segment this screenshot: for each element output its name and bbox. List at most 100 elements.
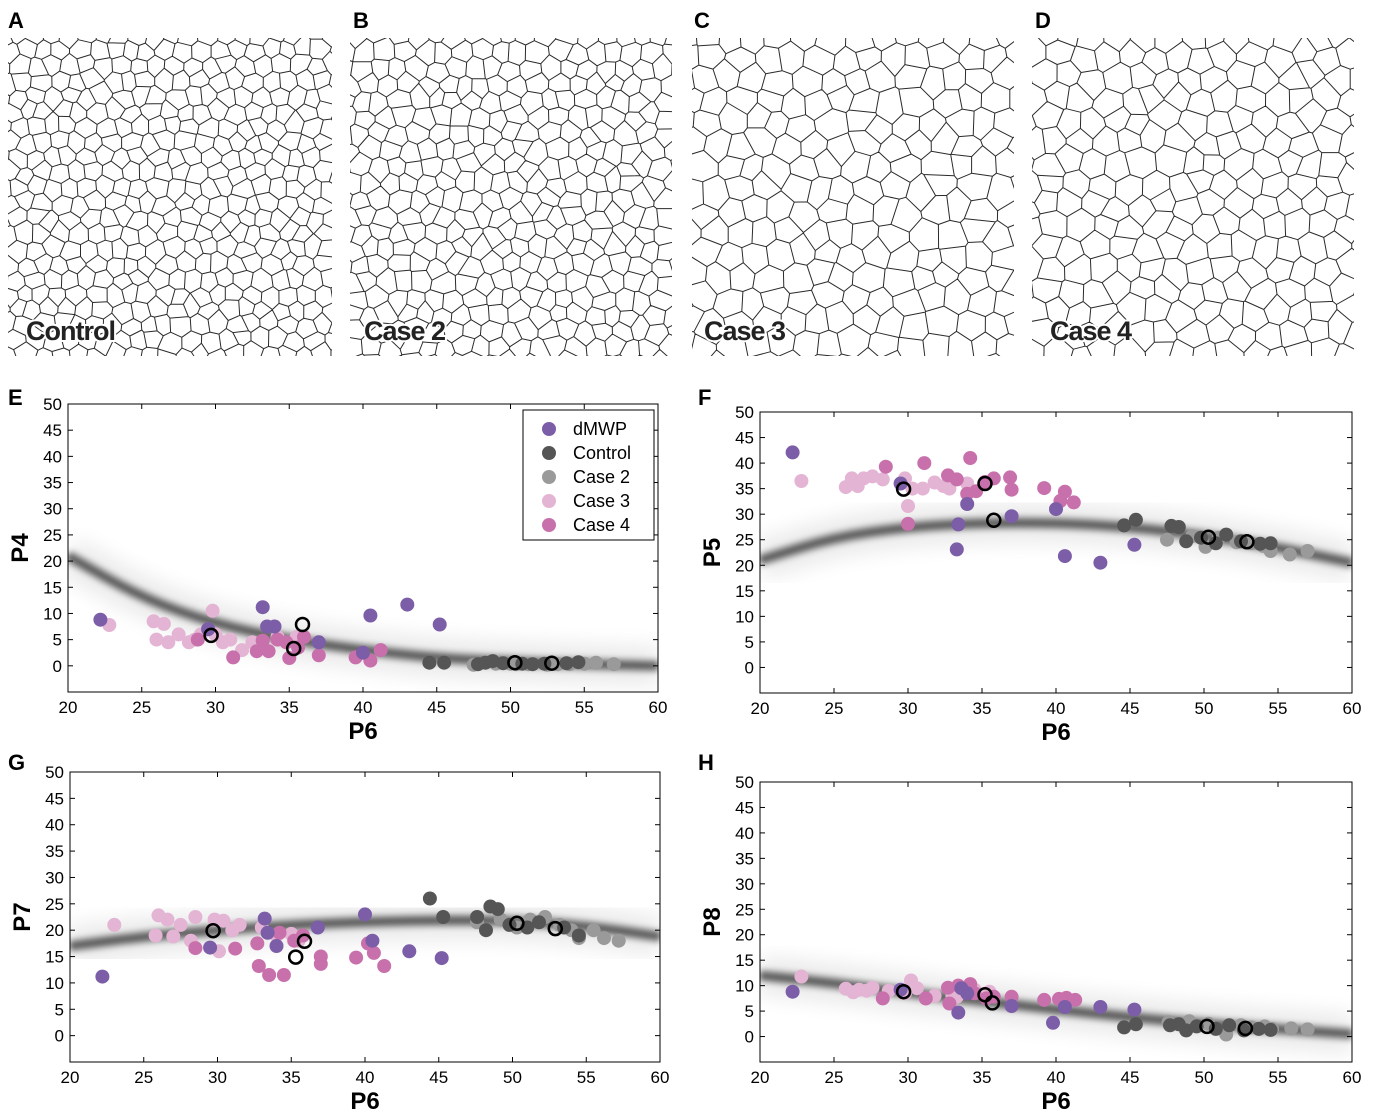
point-control [479, 923, 493, 938]
point-case-3 [171, 627, 186, 642]
point-highlight [1237, 1020, 1254, 1037]
tissue-mosaic [350, 38, 672, 356]
point-dmwp [400, 597, 415, 612]
y-tick-label: 25 [43, 526, 62, 545]
data-points [93, 597, 621, 672]
point-case-3 [216, 913, 231, 928]
data-points [785, 969, 1315, 1042]
point-case-3 [205, 603, 220, 618]
x-tick-label: 35 [973, 1068, 992, 1087]
point-case-3 [865, 980, 880, 995]
point-highlight [205, 922, 221, 939]
y-tick-label: 20 [43, 552, 62, 571]
point-case-2 [1284, 1021, 1299, 1036]
point-dmwp [1046, 1015, 1060, 1030]
point-dmwp [1049, 502, 1063, 517]
point-case-4 [188, 941, 203, 956]
point-case-4 [276, 968, 291, 982]
point-case-2 [597, 931, 611, 946]
point-case-3 [166, 929, 181, 944]
tissue-label-case-2: Case 2 [364, 316, 445, 346]
point-highlight [895, 481, 912, 497]
point-dmwp [951, 517, 966, 532]
point-case-3 [915, 481, 930, 496]
y-tick-label: 25 [735, 900, 754, 919]
x-axis-label: P6 [348, 718, 377, 745]
x-axis-label: P6 [1041, 719, 1070, 746]
point-dmwp [402, 944, 417, 959]
x-tick-label: 55 [577, 1068, 596, 1087]
point-dmwp [310, 920, 325, 935]
point-case-4 [963, 451, 978, 465]
point-control [437, 655, 452, 670]
point-case-2 [1300, 1022, 1315, 1037]
tissue-mosaic [8, 38, 332, 356]
legend-marker [542, 494, 556, 508]
point-case-4 [1037, 992, 1052, 1007]
point-dmwp [255, 600, 270, 615]
panel-letter-d: D [1035, 8, 1051, 33]
point-dmwp [365, 933, 380, 948]
point-control [1251, 1021, 1266, 1036]
x-tick-label: 40 [1047, 1068, 1066, 1087]
tissue-mosaic [692, 38, 1014, 356]
point-dmwp [1127, 1002, 1142, 1017]
y-tick-label: 0 [745, 658, 754, 677]
y-tick-label: 15 [43, 578, 62, 597]
point-dmwp [267, 619, 282, 634]
x-tick-label: 30 [208, 1068, 227, 1087]
point-dmwp [95, 969, 110, 984]
x-tick-label: 50 [501, 698, 520, 717]
point-control [559, 656, 574, 671]
point-case-4 [255, 633, 270, 648]
point-case-2 [606, 657, 621, 672]
point-case-4 [349, 950, 364, 965]
x-tick-label: 60 [1343, 1068, 1362, 1087]
point-highlight [1239, 534, 1255, 550]
point-control [1128, 1017, 1143, 1032]
y-tick-label: 10 [735, 977, 754, 996]
x-tick-label: 60 [1343, 699, 1362, 718]
point-case-4 [226, 650, 241, 665]
point-control [422, 891, 437, 906]
point-control [1208, 536, 1223, 551]
point-case-3 [107, 917, 122, 932]
point-case-3 [875, 472, 890, 487]
y-tick-label: 50 [735, 773, 754, 792]
point-dmwp [960, 497, 975, 511]
y-tick-label: 20 [735, 926, 754, 945]
point-dmwp [434, 951, 449, 966]
x-tick-label: 55 [1269, 1068, 1288, 1087]
point-case-4 [366, 945, 381, 960]
y-axis-label: P5 [699, 538, 726, 567]
x-tick-label: 35 [282, 1068, 301, 1087]
data-points [95, 891, 626, 984]
y-tick-label: 10 [735, 607, 754, 626]
panel-letter-a: A [8, 8, 24, 33]
point-control [436, 910, 451, 924]
x-tick-label: 25 [825, 699, 844, 718]
point-case-4 [1004, 482, 1019, 497]
y-tick-label: 40 [45, 816, 64, 835]
y-tick-label: 10 [43, 604, 62, 623]
y-tick-label: 20 [735, 556, 754, 575]
point-case-4 [313, 956, 328, 971]
point-control [470, 910, 485, 924]
y-tick-label: 35 [735, 480, 754, 499]
x-tick-label: 20 [751, 1068, 770, 1087]
point-control [1171, 520, 1186, 534]
y-tick-label: 35 [43, 474, 62, 493]
point-dmwp [951, 1005, 966, 1020]
point-highlight [984, 995, 1001, 1011]
point-case-3 [223, 632, 238, 647]
tissue-panel-a: A Control [8, 8, 332, 356]
point-control [1263, 536, 1278, 551]
y-tick-label: 0 [53, 657, 62, 676]
y-tick-label: 40 [43, 447, 62, 466]
point-case-2 [586, 923, 601, 938]
point-case-3 [148, 928, 163, 943]
y-tick-label: 10 [45, 974, 64, 993]
panel-letter-g: G [8, 750, 25, 775]
point-control [496, 656, 511, 671]
x-tick-label: 50 [1195, 1068, 1214, 1087]
